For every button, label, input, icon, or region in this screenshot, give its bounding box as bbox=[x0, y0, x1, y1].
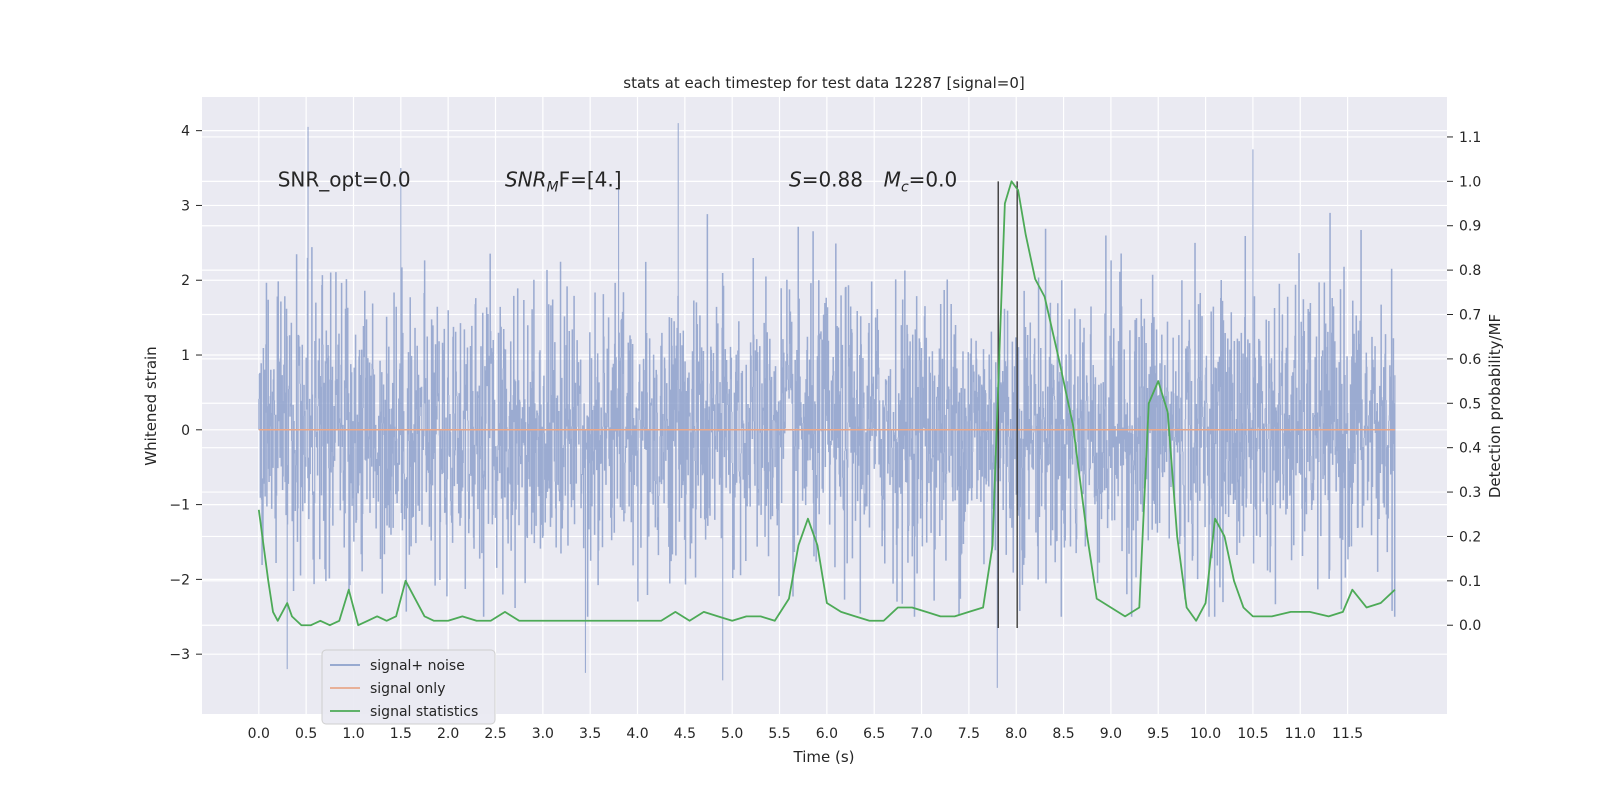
legend-label-1: signal only bbox=[370, 681, 445, 697]
annotation-0: SNR_opt=0.0 bbox=[278, 167, 411, 191]
x-tick-label: 7.0 bbox=[910, 726, 932, 742]
x-tick-label: 1.5 bbox=[390, 726, 412, 742]
noise-series bbox=[258, 123, 1396, 688]
y-right-tick-label: 0.7 bbox=[1459, 308, 1481, 324]
x-tick-label: 10.0 bbox=[1190, 726, 1221, 742]
x-tick-label: 8.5 bbox=[1052, 726, 1074, 742]
y-right-tick-label: 0.4 bbox=[1459, 441, 1481, 457]
y-right-tick-label: 1.1 bbox=[1459, 130, 1481, 146]
x-tick-label: 6.5 bbox=[863, 726, 885, 742]
y-right-tick-label: 0.0 bbox=[1459, 618, 1481, 634]
annotation-1: SNRMF=[4.] bbox=[505, 167, 622, 195]
annotations: SNR_opt=0.0 SNRMF=[4.] S=0.88 Mc=0.0 bbox=[278, 167, 957, 195]
x-tick-label: 0.5 bbox=[295, 726, 317, 742]
y-axis-label-left: Whitened strain bbox=[142, 346, 160, 465]
y-left-tick-label: −1 bbox=[169, 498, 190, 514]
y-left-tick-label: 4 bbox=[181, 124, 190, 140]
x-tick-label: 5.5 bbox=[768, 726, 790, 742]
x-tick-label: 2.0 bbox=[437, 726, 459, 742]
x-tick-label: 11.5 bbox=[1332, 726, 1363, 742]
y-right-tick-label: 0.6 bbox=[1459, 352, 1481, 368]
x-tick-label: 8.0 bbox=[1005, 726, 1027, 742]
x-tick-label: 4.0 bbox=[626, 726, 648, 742]
y-right-tick-label: 1.0 bbox=[1459, 174, 1481, 190]
y-left-tick-label: 3 bbox=[181, 198, 190, 214]
y-left-tick-label: −3 bbox=[169, 647, 190, 663]
x-tick-label: 4.5 bbox=[674, 726, 696, 742]
x-tick-label: 11.0 bbox=[1285, 726, 1316, 742]
chart-marks bbox=[257, 180, 1396, 628]
x-tick-label: 2.5 bbox=[484, 726, 506, 742]
y-right-tick-label: 0.8 bbox=[1459, 263, 1481, 279]
x-tick-label: 9.0 bbox=[1100, 726, 1122, 742]
y-right-tick-label: 0.1 bbox=[1459, 574, 1481, 590]
chart-title: stats at each timestep for test data 122… bbox=[623, 74, 1024, 92]
annotation-2: S=0.88 bbox=[789, 167, 863, 191]
legend-label-0: signal+ noise bbox=[370, 658, 465, 674]
legend: signal+ noise signal only signal statistic… bbox=[321, 649, 496, 725]
y-left-tick-label: −2 bbox=[169, 572, 190, 588]
x-tick-label: 3.0 bbox=[532, 726, 554, 742]
y-right-tick-label: 0.2 bbox=[1459, 529, 1481, 545]
x-tick-label: 9.5 bbox=[1147, 726, 1169, 742]
ticks: 0.0 0.5 1.0 1.5 2.0 2.5 3.0 3.5 4.0 4.5 5.0 5.5 6.0 6… bbox=[169, 124, 1481, 742]
annotation-3: Mc=0.0 bbox=[884, 167, 958, 195]
x-tick-label: 7.5 bbox=[958, 726, 980, 742]
x-tick-label: 6.0 bbox=[816, 726, 838, 742]
legend-box bbox=[321, 649, 496, 725]
legend-label-2: signal statistics bbox=[370, 704, 478, 720]
x-axis-label: Time (s) bbox=[793, 748, 855, 766]
series-signal-noise-line bbox=[258, 123, 1396, 688]
x-tick-label: 5.0 bbox=[721, 726, 743, 742]
y-right-tick-label: 0.5 bbox=[1459, 396, 1481, 412]
x-tick-label: 10.5 bbox=[1237, 726, 1268, 742]
y-left-tick-label: 2 bbox=[181, 273, 190, 289]
x-tick-label: 0.0 bbox=[248, 726, 270, 742]
x-tick-label: 1.0 bbox=[342, 726, 364, 742]
y-left-tick-label: 1 bbox=[181, 348, 190, 364]
y-right-tick-label: 0.9 bbox=[1459, 219, 1481, 235]
series-signal-statistics-line bbox=[257, 180, 1396, 627]
y-left-tick-label: 0 bbox=[181, 423, 190, 439]
y-axis-label-right: Detection probability/MF bbox=[1486, 314, 1504, 498]
x-tick-label: 3.5 bbox=[579, 726, 601, 742]
y-right-tick-label: 0.3 bbox=[1459, 485, 1481, 501]
